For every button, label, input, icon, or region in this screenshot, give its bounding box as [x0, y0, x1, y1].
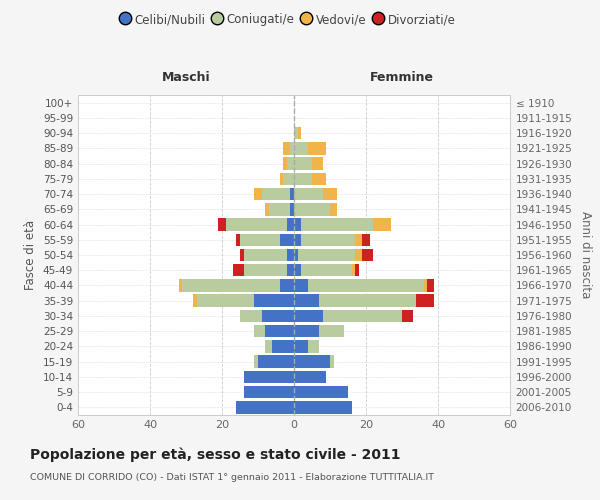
Text: Maschi: Maschi — [161, 72, 211, 85]
Bar — [226, 218, 287, 231]
Bar — [283, 142, 290, 154]
Bar — [294, 249, 298, 261]
Bar — [355, 249, 362, 261]
Bar — [352, 264, 355, 276]
Bar — [290, 188, 294, 200]
Bar — [294, 401, 352, 413]
Bar — [294, 310, 323, 322]
Bar — [272, 340, 294, 352]
Bar — [290, 203, 294, 215]
Bar — [179, 279, 182, 291]
Bar — [294, 279, 308, 291]
Bar — [240, 234, 280, 246]
Bar — [298, 249, 355, 261]
Bar — [312, 158, 323, 170]
Bar — [294, 356, 330, 368]
Bar — [301, 234, 355, 246]
Bar — [244, 370, 294, 383]
Bar — [283, 158, 287, 170]
Bar — [323, 188, 337, 200]
Bar — [254, 294, 294, 307]
Bar — [294, 340, 308, 352]
Y-axis label: Anni di nascita: Anni di nascita — [579, 212, 592, 298]
Bar — [218, 218, 226, 231]
Bar — [283, 172, 294, 185]
Bar — [301, 264, 352, 276]
Text: COMUNE DI CORRIDO (CO) - Dati ISTAT 1° gennaio 2011 - Elaborazione TUTTITALIA.IT: COMUNE DI CORRIDO (CO) - Dati ISTAT 1° g… — [30, 472, 434, 482]
Bar — [373, 218, 391, 231]
Bar — [280, 279, 294, 291]
Bar — [258, 356, 294, 368]
Bar — [233, 264, 244, 276]
Bar — [294, 325, 319, 338]
Bar — [402, 310, 413, 322]
Bar — [262, 310, 294, 322]
Bar — [265, 203, 269, 215]
Bar — [355, 264, 359, 276]
Bar — [301, 218, 373, 231]
Bar — [308, 142, 326, 154]
Bar — [424, 279, 427, 291]
Bar — [290, 142, 294, 154]
Bar — [323, 310, 402, 322]
Bar — [262, 188, 290, 200]
Bar — [236, 401, 294, 413]
Bar — [265, 325, 294, 338]
Bar — [362, 249, 373, 261]
Y-axis label: Fasce di età: Fasce di età — [25, 220, 37, 290]
Bar — [197, 294, 254, 307]
Bar — [319, 325, 344, 338]
Bar — [294, 294, 319, 307]
Bar — [182, 279, 280, 291]
Bar — [294, 142, 308, 154]
Bar — [244, 386, 294, 398]
Bar — [254, 325, 265, 338]
Bar — [330, 203, 337, 215]
Bar — [294, 127, 298, 140]
Bar — [244, 264, 287, 276]
Bar — [308, 340, 319, 352]
Bar — [294, 188, 323, 200]
Bar — [294, 172, 312, 185]
Text: Popolazione per età, sesso e stato civile - 2011: Popolazione per età, sesso e stato civil… — [30, 448, 401, 462]
Bar — [240, 310, 262, 322]
Bar — [330, 356, 334, 368]
Bar — [294, 234, 301, 246]
Bar — [362, 234, 370, 246]
Bar — [240, 249, 244, 261]
Bar — [319, 294, 416, 307]
Bar — [294, 203, 330, 215]
Bar — [294, 264, 301, 276]
Bar — [287, 264, 294, 276]
Bar — [287, 249, 294, 261]
Bar — [254, 356, 258, 368]
Bar — [308, 279, 424, 291]
Text: Femmine: Femmine — [370, 72, 434, 85]
Bar — [280, 172, 283, 185]
Bar — [265, 340, 272, 352]
Bar — [254, 188, 262, 200]
Bar — [280, 234, 294, 246]
Bar — [287, 158, 294, 170]
Bar — [287, 218, 294, 231]
Bar — [312, 172, 326, 185]
Bar — [244, 249, 287, 261]
Legend: Celibi/Nubili, Coniugati/e, Vedovi/e, Divorziati/e: Celibi/Nubili, Coniugati/e, Vedovi/e, Di… — [116, 8, 460, 31]
Bar — [298, 127, 301, 140]
Bar — [236, 234, 240, 246]
Bar — [193, 294, 197, 307]
Bar — [269, 203, 290, 215]
Bar — [294, 370, 326, 383]
Bar — [294, 158, 312, 170]
Bar — [355, 234, 362, 246]
Bar — [294, 386, 348, 398]
Bar — [416, 294, 434, 307]
Bar — [294, 218, 301, 231]
Bar — [427, 279, 434, 291]
